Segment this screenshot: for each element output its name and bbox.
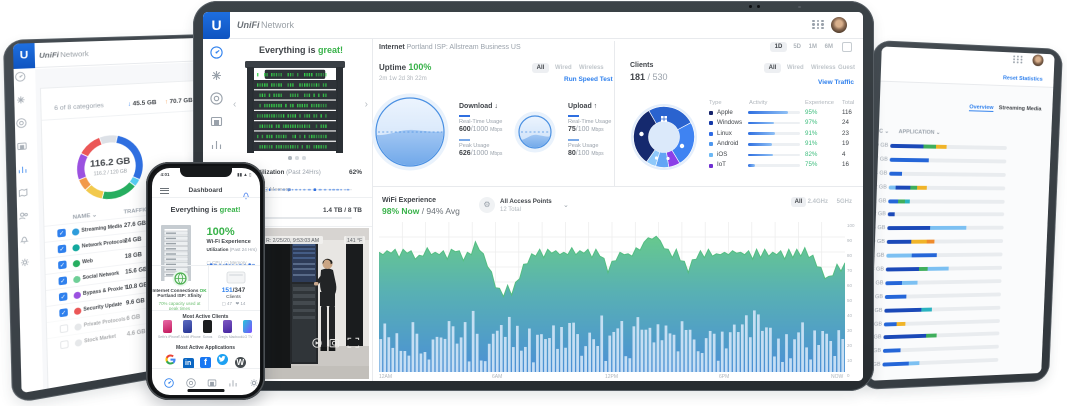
svg-text:116.2 / 120 GB: 116.2 / 120 GB	[94, 169, 128, 177]
svg-text:141 °F: 141 °F	[347, 238, 362, 244]
svg-text:116.2 GB: 116.2 GB	[90, 156, 131, 169]
svg-text:R: 2/25/20, 9:53:03 AM: R: 2/25/20, 9:53:03 AM	[266, 238, 319, 244]
